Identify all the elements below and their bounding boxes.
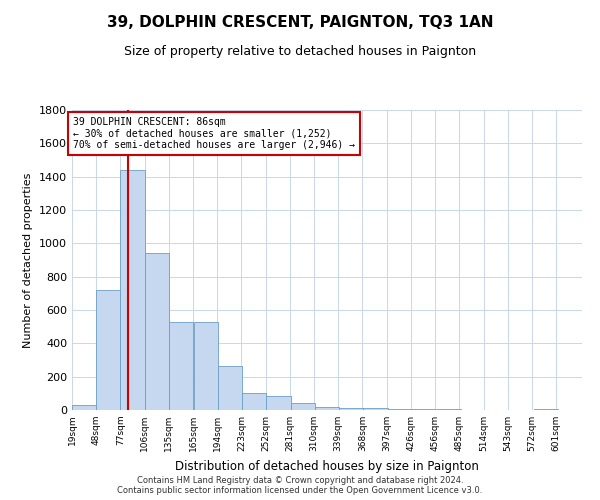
Bar [169, 322, 193, 410]
Bar [315, 406, 339, 410]
Y-axis label: Number of detached properties: Number of detached properties [23, 172, 34, 348]
Bar [364, 408, 388, 410]
Bar [437, 409, 461, 410]
Text: Contains HM Land Registry data © Crown copyright and database right 2024.
Contai: Contains HM Land Registry data © Crown c… [118, 476, 482, 495]
Text: 39, DOLPHIN CRESCENT, PAIGNTON, TQ3 1AN: 39, DOLPHIN CRESCENT, PAIGNTON, TQ3 1AN [107, 15, 493, 30]
Text: 39 DOLPHIN CRESCENT: 86sqm
← 30% of detached houses are smaller (1,252)
70% of s: 39 DOLPHIN CRESCENT: 86sqm ← 30% of deta… [73, 116, 355, 150]
Bar [533, 409, 558, 410]
Bar [96, 290, 121, 410]
Bar [339, 408, 364, 410]
Bar [218, 366, 242, 410]
Text: Size of property relative to detached houses in Paignton: Size of property relative to detached ho… [124, 45, 476, 58]
Bar [121, 170, 145, 410]
Bar [388, 409, 412, 410]
X-axis label: Distribution of detached houses by size in Paignton: Distribution of detached houses by size … [175, 460, 479, 472]
Bar [242, 394, 266, 410]
Bar [412, 409, 436, 410]
Bar [290, 404, 315, 410]
Bar [72, 405, 96, 410]
Bar [266, 396, 290, 410]
Bar [145, 254, 169, 410]
Bar [194, 322, 218, 410]
